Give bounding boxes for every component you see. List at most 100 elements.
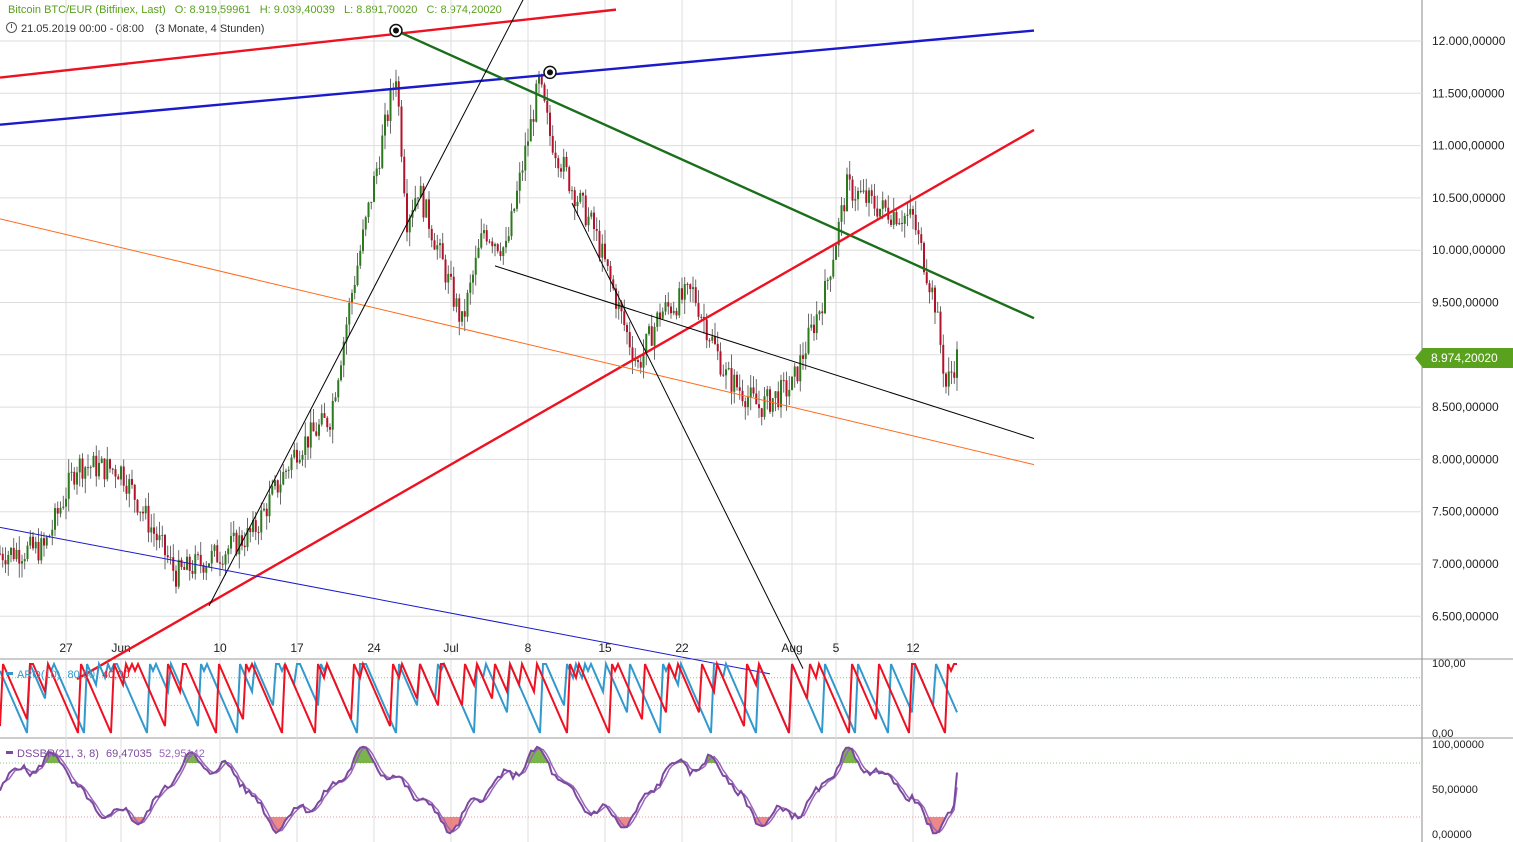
candle-body (502, 247, 505, 256)
candle-body (650, 326, 653, 346)
candle-body (584, 195, 587, 226)
candle-body (65, 498, 67, 507)
aroon-name: ARO(10) (17, 669, 61, 681)
candle-body (12, 547, 15, 560)
candle-body (551, 135, 554, 153)
x-tick-label: 10 (213, 641, 227, 655)
candle-body (356, 265, 359, 285)
candle-body (705, 319, 708, 341)
candle-body (909, 208, 912, 215)
candle-body (862, 190, 865, 192)
candle-body (425, 199, 428, 218)
candle-body (766, 389, 769, 397)
candle-body (928, 283, 931, 293)
candle-body (395, 81, 397, 89)
candle-body (144, 505, 147, 514)
candle-body (224, 554, 227, 565)
candle-body (84, 467, 87, 479)
candle-body (719, 351, 722, 375)
candle-body (441, 243, 444, 260)
candle-body (810, 324, 813, 328)
candle-body (109, 459, 111, 469)
candle-body (150, 527, 153, 533)
candle-body (45, 537, 48, 546)
candle-body (0, 553, 1, 555)
candle-body (931, 287, 934, 293)
trendline (208, 0, 524, 607)
candle-body (142, 511, 144, 514)
candle-body (560, 168, 562, 172)
candle-body (265, 508, 268, 517)
candle-body (221, 563, 224, 565)
candle-body (125, 485, 128, 494)
candle-body (521, 170, 524, 173)
candle-body (843, 205, 846, 212)
candle-body (386, 114, 389, 121)
candle-body (906, 214, 909, 216)
candle-body (879, 208, 881, 217)
candle-body (491, 241, 494, 247)
candle-body (249, 528, 252, 533)
candle-body (400, 106, 403, 157)
candle-body (235, 532, 238, 555)
clock-icon (6, 22, 17, 33)
trendline (76, 128, 1035, 681)
candle-body (81, 458, 84, 479)
candle-body (485, 230, 488, 242)
candle-body (276, 480, 279, 493)
candle-body (637, 360, 639, 362)
candle-body (645, 333, 648, 354)
candle-body (543, 84, 546, 101)
candle-body (375, 168, 378, 177)
candle-body (582, 192, 584, 196)
x-tick-label: 22 (675, 641, 689, 655)
candle-body (538, 75, 540, 84)
candle-body (323, 413, 326, 418)
dss-tick-label: 100,00000 (1432, 739, 1484, 751)
candle-body (466, 292, 469, 317)
candle-body (565, 156, 568, 168)
period-header: 21.05.2019 00:00 - 08:00 (3 Monate, 4 St… (6, 22, 264, 35)
candle-body (153, 527, 155, 534)
candle-body (736, 374, 738, 388)
candle-body (661, 311, 664, 319)
candle-body (351, 292, 353, 304)
candle-body (78, 458, 81, 473)
candle-body (639, 361, 642, 368)
candle-body (227, 548, 230, 555)
candle-body (70, 471, 73, 473)
candle-body (590, 212, 593, 217)
candle-body (758, 404, 760, 409)
candle-body (634, 360, 637, 362)
candle-body (172, 557, 175, 571)
candle-body (593, 212, 595, 230)
y-tick-label: 11.500,00000 (1432, 86, 1505, 100)
candle-body (623, 311, 626, 326)
candle-body (320, 413, 323, 425)
x-tick-label: 17 (290, 641, 304, 655)
candle-body (120, 466, 122, 480)
dss-tick-label: 50,00000 (1432, 784, 1478, 796)
candle-body (367, 202, 370, 218)
x-tick-label: 12 (906, 641, 920, 655)
candle-body (744, 401, 747, 408)
x-tick-label: 8 (525, 641, 532, 655)
candle-body (92, 455, 95, 468)
candle-body (488, 241, 491, 243)
candle-body (205, 566, 208, 573)
period-label: (3 Monate, 4 Stunden) (155, 23, 265, 35)
candle-body (681, 288, 683, 300)
candle-body (516, 190, 518, 209)
candle-body (67, 472, 70, 499)
candle-body (477, 247, 480, 258)
ohlc-open: O: 8.919,59961 (174, 4, 251, 16)
candle-body (716, 343, 719, 352)
candle-body (785, 380, 788, 397)
x-tick-label: 5 (833, 641, 840, 655)
instrument-header: Bitcoin BTC/EUR (Bitfinex, Last) O: 8.91… (8, 4, 502, 16)
candle-body (598, 230, 601, 258)
candle-body (87, 467, 89, 469)
candle-body (846, 174, 848, 212)
candle-body (868, 190, 870, 203)
